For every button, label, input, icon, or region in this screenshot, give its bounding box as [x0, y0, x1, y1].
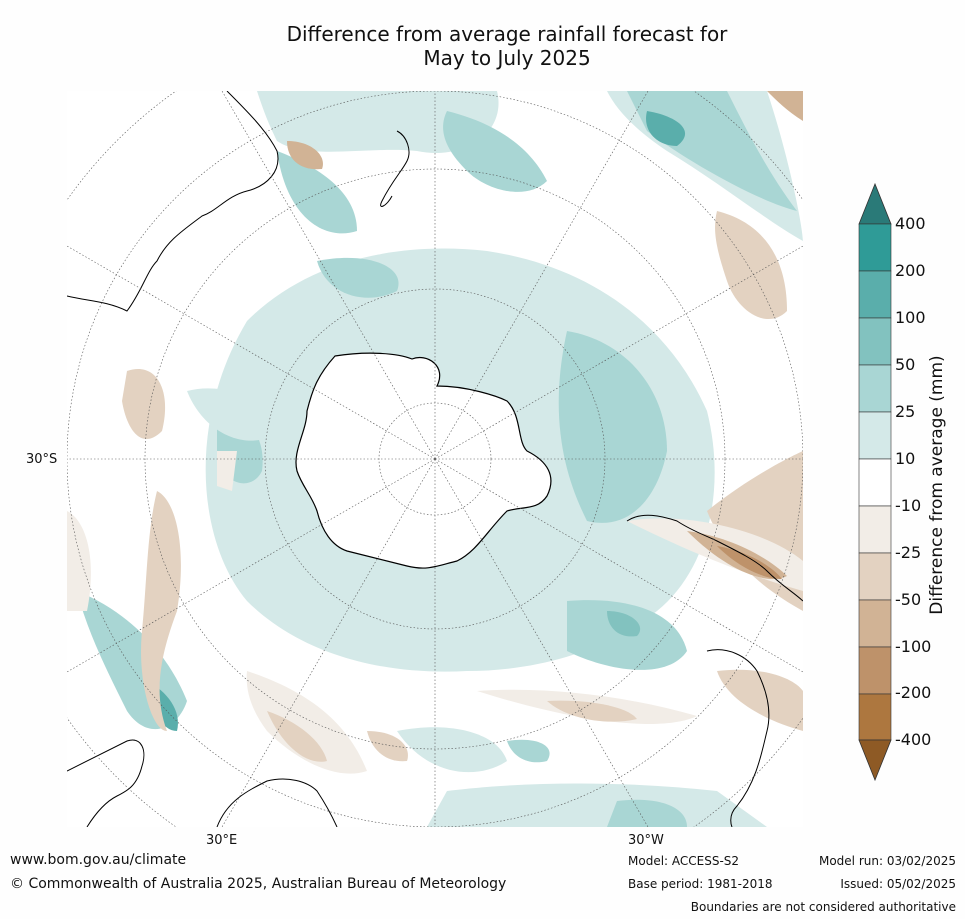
title-line-1: Difference from average rainfall forecas… [286, 22, 728, 46]
model-text: Model: ACCESS-S2 [628, 854, 740, 868]
brown-region [67, 511, 91, 611]
brown-region [717, 546, 782, 579]
colorbar-over-arrow [858, 182, 892, 225]
colorbar-under-arrow [858, 739, 892, 782]
brown-region [715, 211, 787, 320]
colorbar-tick: -200 [895, 683, 932, 702]
colorbar-tick: -50 [895, 590, 922, 609]
colorbar-segment [858, 646, 892, 695]
brown-region [217, 451, 237, 491]
brown-region [287, 141, 323, 170]
teal-region [277, 151, 357, 234]
brown-region [246, 671, 367, 774]
colorbar-tick: 25 [895, 402, 916, 421]
rainfall-map [67, 91, 803, 827]
teal-region [397, 727, 507, 773]
model-run-text: Model run: 03/02/2025 [818, 854, 956, 868]
brown-region [547, 700, 637, 722]
colorbar-segment [858, 552, 892, 601]
colorbar-tick: -400 [895, 730, 932, 749]
colorbar-tick: 10 [895, 449, 916, 468]
colorbar-tick: -10 [895, 496, 922, 515]
copyright-text: © Commonwealth of Australia 2025, Austra… [10, 876, 507, 892]
teal-region [317, 257, 399, 298]
africa-coastline [216, 778, 338, 827]
brown-region [717, 669, 803, 731]
south-america-coastline [626, 514, 803, 602]
map-svg [67, 91, 803, 827]
teal-region [507, 739, 550, 763]
teal-region [646, 111, 686, 146]
brown-region [367, 731, 408, 762]
south-america-coastline [706, 649, 770, 827]
website-link[interactable]: www.bom.gov.au/climate [10, 852, 187, 868]
teal-region [187, 388, 277, 441]
colorbar-tick: 100 [895, 308, 926, 327]
africa-coastline [67, 739, 145, 827]
colorbar-segment [858, 693, 892, 741]
issued-text: Issued: 05/02/2025 [840, 877, 956, 891]
brown-region [767, 91, 803, 121]
colorbar-tick: 50 [895, 355, 916, 374]
colorbar-segment [858, 364, 892, 413]
teal-region [607, 611, 641, 637]
map-title: Difference from average rainfall forecas… [67, 22, 947, 70]
teal-region [607, 799, 687, 827]
latitude-label-30s: 30°S [26, 452, 58, 467]
colorbar-tick: 400 [895, 214, 926, 233]
colorbar-segment [858, 458, 892, 507]
new-zealand-coastline [380, 130, 410, 207]
antarctica-landmass [295, 352, 552, 569]
colorbar-segment [858, 599, 892, 648]
colorbar [858, 182, 892, 782]
base-period-text: Base period: 1981-2018 [628, 877, 773, 891]
colorbar-segment [858, 505, 892, 554]
colorbar-tick: 200 [895, 261, 926, 280]
disclaimer-text: Boundaries are not considered authoritat… [690, 900, 956, 914]
brown-region [141, 491, 181, 731]
colorbar-title: Difference from average (mm) [927, 355, 947, 615]
title-line-2: May to July 2025 [423, 46, 591, 70]
teal-region [443, 111, 547, 192]
longitude-label-30e: 30°E [206, 833, 238, 848]
colorbar-segment [858, 317, 892, 366]
australia-coastline [67, 91, 279, 312]
colorbar-tick: -25 [895, 543, 922, 562]
longitude-label-30w: 30°W [628, 833, 664, 848]
colorbar-segment [858, 270, 892, 319]
teal-region [257, 91, 499, 153]
colorbar-tick: -100 [895, 637, 932, 656]
colorbar-segment [858, 411, 892, 460]
teal-region [558, 331, 667, 523]
graticule [67, 91, 803, 827]
colorbar-segment [858, 223, 892, 272]
